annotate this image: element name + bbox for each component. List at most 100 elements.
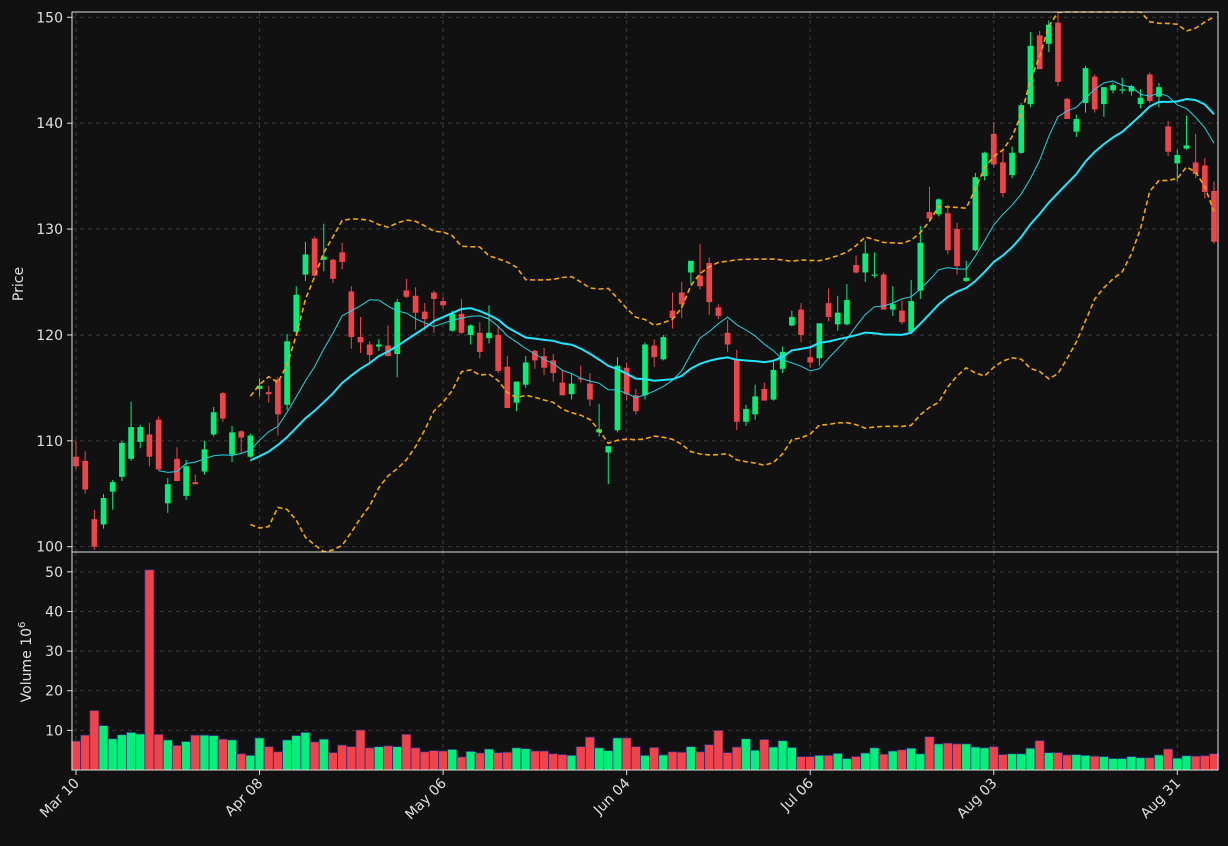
volume-bar — [337, 744, 348, 771]
candle-body — [651, 345, 658, 358]
candle-body — [1073, 118, 1080, 132]
candle-body — [449, 313, 456, 331]
moving-average-10-line — [158, 80, 1215, 473]
candle-body — [972, 177, 979, 251]
candle-body — [440, 301, 446, 306]
candle-body — [1201, 165, 1208, 192]
candle-body — [926, 212, 933, 219]
candle-body — [990, 133, 997, 165]
volume-bar — [199, 734, 210, 771]
volume-bar — [768, 746, 779, 771]
candle-body — [1119, 89, 1126, 91]
volume-bar — [896, 749, 907, 771]
volume-bar — [942, 742, 953, 771]
candle-body — [1000, 162, 1006, 194]
volume-bar — [383, 745, 394, 771]
volume-bar — [98, 725, 109, 771]
candle-body — [256, 385, 263, 389]
volume-bar — [796, 756, 807, 771]
volume-bar — [245, 754, 256, 771]
candle-body — [844, 300, 850, 325]
volume-bar — [520, 748, 531, 771]
volume-bar — [1126, 756, 1137, 771]
volume-bar — [1007, 753, 1018, 771]
volume-axis-label-exponent: 6 — [17, 622, 28, 628]
volume-bar — [254, 737, 265, 771]
volume-bar — [171, 745, 182, 771]
candle-body — [82, 460, 89, 490]
candle-body — [871, 274, 878, 276]
volume-bar — [1025, 747, 1036, 771]
candle-body — [733, 359, 740, 422]
volume-bar — [438, 750, 449, 771]
candle-body — [1156, 87, 1162, 97]
volume-bar — [704, 744, 715, 771]
candle-body — [614, 365, 621, 431]
volume-bar — [1052, 752, 1063, 771]
candle-body — [1064, 98, 1071, 119]
candle-body — [963, 277, 970, 281]
candle-body — [706, 262, 713, 303]
volume-bar — [667, 751, 678, 771]
volume-bar — [392, 746, 403, 771]
volume-bar — [1080, 754, 1091, 771]
volume-bar — [1163, 748, 1174, 771]
candle-body — [1183, 145, 1190, 149]
candle-body — [669, 310, 676, 318]
candle-body — [1055, 22, 1061, 82]
volume-bar — [447, 748, 458, 771]
volume-bar — [410, 747, 421, 771]
candle-body — [577, 378, 584, 380]
candle-body — [568, 383, 575, 395]
candle-body — [495, 334, 502, 371]
volume-bar — [456, 756, 467, 771]
volume-bar — [1153, 754, 1164, 771]
volume-tick-label: 20 — [45, 684, 63, 700]
candle-body — [476, 332, 483, 352]
volume-bar — [621, 737, 632, 771]
volume-bar — [649, 747, 660, 771]
volume-bar — [327, 752, 338, 771]
volume-bar — [89, 710, 100, 771]
volume-bar — [107, 738, 118, 771]
candle-body — [541, 356, 547, 368]
price-tick-label: 150 — [36, 10, 63, 26]
volume-bar — [548, 753, 559, 771]
candle-body — [660, 337, 667, 360]
candle-body — [954, 229, 960, 267]
candle-body — [119, 442, 125, 477]
candle-body — [100, 498, 107, 525]
candle-body — [238, 431, 245, 438]
candle-body — [688, 260, 694, 273]
candle-body — [1146, 74, 1153, 101]
candle-body — [1045, 24, 1052, 44]
candle-body — [1009, 152, 1015, 176]
candle-body — [183, 466, 189, 496]
volume-tick-label: 10 — [45, 723, 63, 739]
volume-bar — [814, 754, 825, 771]
volume-bar — [961, 743, 972, 771]
candle-body — [642, 344, 648, 396]
volume-bar — [640, 754, 650, 771]
candle-body — [376, 344, 382, 347]
candle-body — [394, 302, 401, 354]
volume-panel-frame — [71, 551, 1219, 771]
candle-body — [889, 304, 896, 310]
candle-body — [853, 265, 859, 273]
volume-bar — [1016, 753, 1027, 771]
volume-bar — [713, 729, 724, 771]
volume-bar — [181, 741, 192, 771]
volume-bar — [208, 735, 219, 771]
candle-body — [752, 396, 758, 415]
volume-bar — [1034, 740, 1045, 771]
candle-body — [366, 344, 373, 356]
volume-bar — [116, 734, 127, 771]
candle-body — [330, 259, 336, 279]
volume-bar — [502, 751, 513, 771]
volume-bar — [557, 754, 568, 771]
candle-body — [724, 332, 731, 345]
volume-bar — [750, 749, 761, 771]
candle-body — [917, 242, 924, 291]
